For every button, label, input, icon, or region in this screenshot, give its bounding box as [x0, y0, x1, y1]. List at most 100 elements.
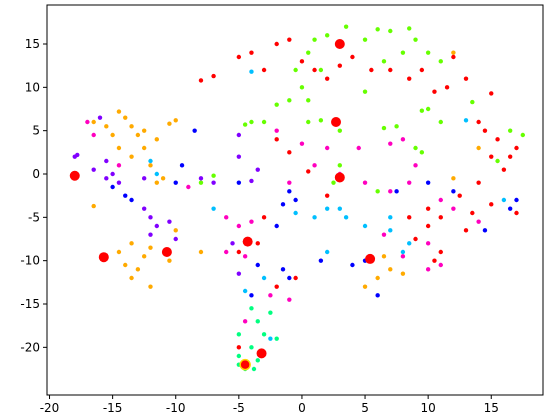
point — [116, 249, 122, 255]
point — [318, 258, 324, 263]
point — [148, 245, 153, 250]
point — [362, 223, 368, 229]
point — [224, 249, 229, 255]
point — [520, 132, 526, 138]
point — [425, 180, 431, 185]
point — [230, 241, 235, 246]
point — [274, 284, 279, 289]
point — [306, 50, 311, 55]
point — [451, 54, 456, 60]
point — [413, 145, 418, 151]
point — [306, 119, 311, 125]
point — [457, 193, 462, 198]
point — [167, 121, 172, 126]
point — [104, 158, 109, 164]
y-tick-label: -15 — [20, 297, 40, 311]
point — [274, 223, 279, 229]
point — [388, 228, 393, 233]
point — [255, 241, 260, 246]
x-tick-label: 15 — [484, 401, 499, 413]
point — [236, 345, 242, 350]
y-tick-label: 15 — [25, 37, 40, 51]
point — [148, 158, 153, 164]
point — [476, 145, 481, 151]
point — [501, 197, 507, 203]
x-tick-label: -10 — [166, 401, 186, 413]
point — [293, 210, 298, 216]
point — [255, 167, 260, 172]
point — [362, 180, 368, 185]
point — [400, 249, 406, 255]
point — [75, 152, 80, 158]
point — [334, 172, 345, 183]
point — [388, 215, 393, 220]
point — [419, 108, 425, 113]
point — [489, 154, 494, 159]
point — [268, 336, 273, 341]
point — [173, 118, 178, 123]
point — [249, 219, 254, 224]
point — [236, 249, 242, 255]
point — [287, 180, 292, 185]
point — [501, 167, 507, 172]
point — [299, 59, 305, 64]
point — [287, 189, 292, 194]
point — [362, 89, 368, 94]
point — [407, 76, 412, 81]
point — [135, 132, 141, 138]
point — [129, 154, 134, 159]
point — [362, 284, 368, 289]
point — [261, 119, 267, 125]
point — [463, 76, 469, 81]
point — [337, 206, 343, 211]
point — [293, 197, 298, 203]
point — [425, 241, 431, 246]
point — [211, 73, 216, 79]
point — [356, 145, 361, 151]
point — [110, 132, 115, 138]
point — [85, 119, 90, 125]
point — [381, 59, 387, 64]
point — [507, 128, 513, 133]
point — [507, 206, 513, 211]
point — [419, 67, 425, 73]
point — [287, 150, 292, 155]
point — [251, 366, 257, 372]
point — [116, 109, 122, 114]
x-tick-label: 5 — [361, 401, 369, 413]
point — [141, 128, 147, 133]
point — [388, 67, 393, 73]
point — [337, 63, 343, 68]
point — [255, 262, 260, 268]
x-tick-label: -20 — [40, 401, 60, 413]
point — [331, 117, 342, 127]
point — [438, 59, 443, 64]
point — [91, 203, 96, 209]
point — [154, 223, 160, 229]
point — [425, 50, 431, 55]
point — [312, 215, 317, 220]
x-tick-label: -5 — [233, 401, 245, 413]
y-tick-label: -5 — [28, 210, 40, 224]
point — [154, 180, 160, 185]
point — [154, 137, 160, 142]
point — [394, 124, 399, 129]
x-tick-label: -15 — [103, 401, 123, 413]
point — [287, 37, 292, 42]
point — [256, 348, 267, 359]
point — [388, 189, 393, 194]
point — [104, 176, 109, 181]
point — [97, 115, 103, 120]
point — [110, 184, 115, 190]
point — [116, 180, 122, 185]
point — [388, 141, 393, 146]
point — [334, 39, 345, 49]
point — [343, 215, 349, 220]
point — [407, 241, 412, 246]
point — [249, 69, 254, 74]
point — [98, 252, 109, 263]
point — [242, 254, 248, 259]
point — [161, 247, 172, 257]
point — [381, 125, 387, 131]
point — [280, 267, 286, 272]
